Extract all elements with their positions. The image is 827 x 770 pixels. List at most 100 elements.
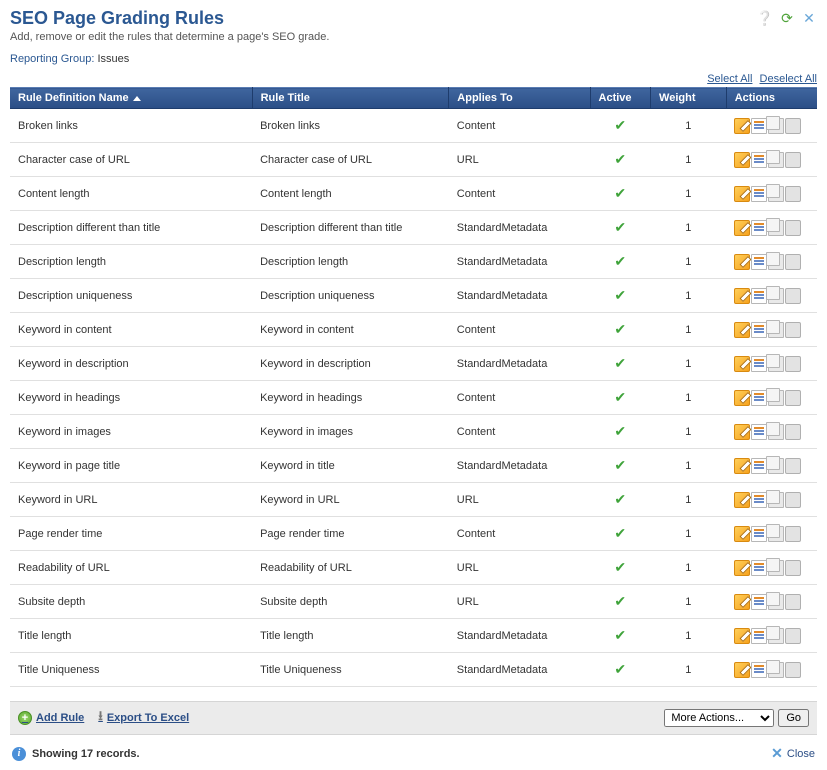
edit-icon[interactable] bbox=[734, 458, 750, 474]
cell-applies: StandardMetadata bbox=[449, 653, 590, 687]
refresh-icon[interactable]: ⟳ bbox=[779, 10, 795, 26]
delete-icon[interactable] bbox=[785, 356, 801, 372]
delete-icon[interactable] bbox=[785, 390, 801, 406]
notes-icon[interactable] bbox=[751, 356, 767, 372]
cell-weight: 1 bbox=[651, 211, 727, 245]
edit-icon[interactable] bbox=[734, 390, 750, 406]
close-icon[interactable]: ✕ bbox=[801, 10, 817, 26]
copy-icon[interactable] bbox=[768, 186, 784, 202]
page-subtitle: Add, remove or edit the rules that deter… bbox=[10, 31, 817, 43]
copy-icon[interactable] bbox=[768, 322, 784, 338]
export-excel-button[interactable]: ⭳ Export To Excel bbox=[98, 707, 189, 729]
edit-icon[interactable] bbox=[734, 254, 750, 270]
copy-icon[interactable] bbox=[768, 118, 784, 134]
copy-icon[interactable] bbox=[768, 526, 784, 542]
delete-icon[interactable] bbox=[785, 662, 801, 678]
delete-icon[interactable] bbox=[785, 628, 801, 644]
col-header-name[interactable]: Rule Definition Name bbox=[10, 88, 252, 109]
copy-icon[interactable] bbox=[768, 594, 784, 610]
notes-icon[interactable] bbox=[751, 254, 767, 270]
notes-icon[interactable] bbox=[751, 118, 767, 134]
edit-icon[interactable] bbox=[734, 526, 750, 542]
notes-icon[interactable] bbox=[751, 594, 767, 610]
edit-icon[interactable] bbox=[734, 594, 750, 610]
cell-name: Page render time bbox=[10, 517, 252, 551]
col-header-title[interactable]: Rule Title bbox=[252, 88, 449, 109]
notes-icon[interactable] bbox=[751, 152, 767, 168]
copy-icon[interactable] bbox=[768, 220, 784, 236]
cell-applies: URL bbox=[449, 551, 590, 585]
delete-icon[interactable] bbox=[785, 186, 801, 202]
copy-icon[interactable] bbox=[768, 254, 784, 270]
edit-icon[interactable] bbox=[734, 356, 750, 372]
notes-icon[interactable] bbox=[751, 288, 767, 304]
notes-icon[interactable] bbox=[751, 458, 767, 474]
delete-icon[interactable] bbox=[785, 424, 801, 440]
col-header-weight[interactable]: Weight bbox=[651, 88, 727, 109]
edit-icon[interactable] bbox=[734, 118, 750, 134]
help-icon[interactable]: ❔ bbox=[757, 10, 773, 26]
edit-icon[interactable] bbox=[734, 560, 750, 576]
edit-icon[interactable] bbox=[734, 322, 750, 338]
notes-icon[interactable] bbox=[751, 662, 767, 678]
go-button[interactable]: Go bbox=[778, 709, 809, 727]
close-button[interactable]: ✕ Close bbox=[771, 745, 815, 762]
delete-icon[interactable] bbox=[785, 526, 801, 542]
col-header-active[interactable]: Active bbox=[590, 88, 651, 109]
copy-icon[interactable] bbox=[768, 458, 784, 474]
col-header-applies[interactable]: Applies To bbox=[449, 88, 590, 109]
edit-icon[interactable] bbox=[734, 662, 750, 678]
notes-icon[interactable] bbox=[751, 628, 767, 644]
notes-icon[interactable] bbox=[751, 560, 767, 576]
notes-icon[interactable] bbox=[751, 424, 767, 440]
notes-icon[interactable] bbox=[751, 186, 767, 202]
edit-icon[interactable] bbox=[734, 628, 750, 644]
edit-icon[interactable] bbox=[734, 288, 750, 304]
cell-actions bbox=[726, 279, 817, 313]
delete-icon[interactable] bbox=[785, 560, 801, 576]
delete-icon[interactable] bbox=[785, 152, 801, 168]
deselect-all-link[interactable]: Deselect All bbox=[760, 73, 817, 85]
copy-icon[interactable] bbox=[768, 560, 784, 576]
cell-active: ✔ bbox=[590, 517, 651, 551]
copy-icon[interactable] bbox=[768, 628, 784, 644]
export-excel-label: Export To Excel bbox=[107, 712, 189, 724]
cell-actions bbox=[726, 381, 817, 415]
cell-applies: StandardMetadata bbox=[449, 245, 590, 279]
edit-icon[interactable] bbox=[734, 186, 750, 202]
more-actions-select[interactable]: More Actions... bbox=[664, 709, 774, 727]
edit-icon[interactable] bbox=[734, 220, 750, 236]
delete-icon[interactable] bbox=[785, 288, 801, 304]
copy-icon[interactable] bbox=[768, 424, 784, 440]
notes-icon[interactable] bbox=[751, 492, 767, 508]
copy-icon[interactable] bbox=[768, 662, 784, 678]
add-rule-button[interactable]: + Add Rule bbox=[18, 711, 84, 725]
select-all-link[interactable]: Select All bbox=[707, 73, 752, 85]
delete-icon[interactable] bbox=[785, 220, 801, 236]
col-header-actions[interactable]: Actions bbox=[726, 88, 817, 109]
notes-icon[interactable] bbox=[751, 220, 767, 236]
check-icon: ✔ bbox=[614, 151, 626, 167]
delete-icon[interactable] bbox=[785, 594, 801, 610]
copy-icon[interactable] bbox=[768, 390, 784, 406]
delete-icon[interactable] bbox=[785, 322, 801, 338]
edit-icon[interactable] bbox=[734, 424, 750, 440]
copy-icon[interactable] bbox=[768, 152, 784, 168]
delete-icon[interactable] bbox=[785, 492, 801, 508]
edit-icon[interactable] bbox=[734, 152, 750, 168]
copy-icon[interactable] bbox=[768, 492, 784, 508]
delete-icon[interactable] bbox=[785, 118, 801, 134]
delete-icon[interactable] bbox=[785, 254, 801, 270]
cell-name: Content length bbox=[10, 177, 252, 211]
edit-icon[interactable] bbox=[734, 492, 750, 508]
copy-icon[interactable] bbox=[768, 356, 784, 372]
cell-active: ✔ bbox=[590, 211, 651, 245]
cell-active: ✔ bbox=[590, 415, 651, 449]
notes-icon[interactable] bbox=[751, 390, 767, 406]
check-icon: ✔ bbox=[614, 457, 626, 473]
delete-icon[interactable] bbox=[785, 458, 801, 474]
notes-icon[interactable] bbox=[751, 322, 767, 338]
copy-icon[interactable] bbox=[768, 288, 784, 304]
cell-weight: 1 bbox=[651, 313, 727, 347]
notes-icon[interactable] bbox=[751, 526, 767, 542]
